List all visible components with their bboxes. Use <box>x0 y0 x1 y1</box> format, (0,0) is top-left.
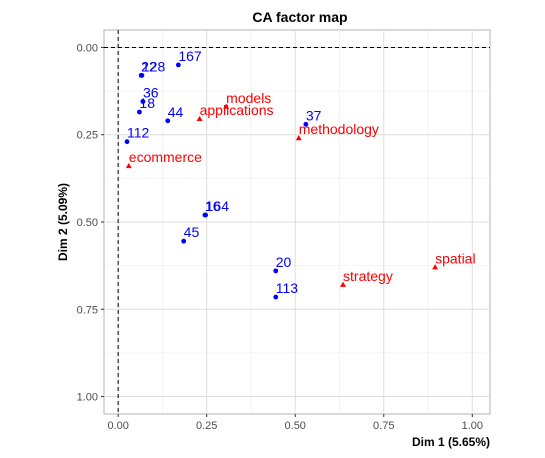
row-point <box>124 139 130 145</box>
row-point-label: 113 <box>276 280 299 296</box>
axis-ticks: 0.00 0.25 0.50 0.75 1.00 0.00 0.25 0.50 0.75 1.00 <box>77 42 483 432</box>
y-axis-title: Dim 2 (5.09%) <box>56 183 70 261</box>
row-point <box>175 62 181 68</box>
row-point-label: 22 <box>141 58 157 74</box>
column-point-label: applications <box>200 102 274 118</box>
y-tick-label: 1.00 <box>77 392 98 404</box>
row-point-label: 44 <box>168 104 184 120</box>
y-tick-label: 0.50 <box>77 217 98 229</box>
column-point-label: ecommerce <box>129 149 202 165</box>
x-tick-label: 1.00 <box>462 420 483 432</box>
y-tick-label: 0.75 <box>77 304 98 316</box>
row-point-label: 37 <box>306 107 322 123</box>
row-point <box>303 121 309 127</box>
row-point <box>273 294 279 300</box>
row-point <box>165 118 171 124</box>
y-tick-label: 0.25 <box>77 130 98 142</box>
x-tick-label: 0.00 <box>107 420 128 432</box>
row-point-label: 164 <box>206 198 230 214</box>
column-point-label: methodology <box>299 121 379 137</box>
x-tick-label: 0.75 <box>373 420 394 432</box>
row-point <box>203 212 209 218</box>
row-point <box>139 72 145 78</box>
row-point-label: 36 <box>143 85 159 101</box>
row-point-label: 18 <box>139 95 155 111</box>
chart-title: CA factor map <box>252 9 347 25</box>
column-point <box>125 162 132 169</box>
row-point-label: 16 <box>205 198 221 214</box>
x-tick-label: 0.25 <box>196 420 217 432</box>
column-point <box>223 103 230 109</box>
column-point <box>432 264 439 270</box>
row-point-label: 20 <box>276 254 292 270</box>
x-axis-title: Dim 1 (5.65%) <box>412 435 490 449</box>
y-tick-label: 0.00 <box>77 42 98 54</box>
row-point <box>140 99 146 104</box>
row-point <box>273 268 279 274</box>
x-tick-label: 0.50 <box>285 420 306 432</box>
column-point <box>196 115 203 122</box>
column-point <box>340 281 347 287</box>
row-point-label: 45 <box>184 224 200 240</box>
row-point-label: 128 <box>142 58 166 74</box>
row-point-label: 167 <box>178 48 202 64</box>
reference-lines <box>104 30 490 414</box>
row-point <box>137 109 142 115</box>
column-point-label: strategy <box>343 268 393 284</box>
column-point-label: spatial <box>435 250 475 266</box>
column-point <box>295 135 302 141</box>
column-point-label: models <box>226 90 271 106</box>
row-point <box>181 238 187 244</box>
row-point-label: 112 <box>127 125 150 141</box>
